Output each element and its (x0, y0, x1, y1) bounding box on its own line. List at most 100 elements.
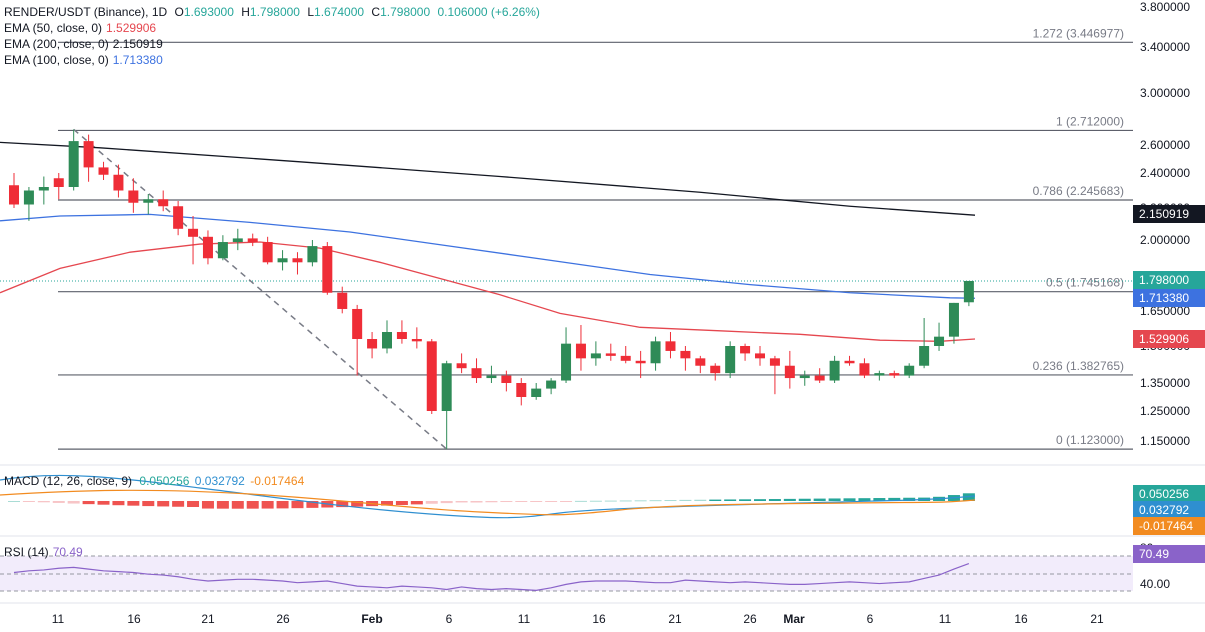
ema50-line (0, 241, 976, 342)
candle-body (262, 242, 273, 263)
rsi-tick-label: 40.00 (1140, 577, 1170, 591)
candle-body (143, 199, 154, 203)
macd-histogram-bar (82, 501, 95, 505)
macd-histogram-bar (604, 500, 617, 502)
x-tick-label: 21 (201, 612, 215, 626)
macd-histogram-bar (768, 499, 781, 501)
macd-histogram-bar (560, 501, 573, 502)
candle-body (755, 353, 765, 359)
macd-signal-line (0, 489, 976, 516)
candle-body (471, 368, 482, 379)
candle-body (769, 358, 780, 366)
change-label: 0.106000 (+6.26%) (437, 5, 540, 19)
candle-body (590, 353, 601, 359)
candle-body (531, 388, 542, 397)
macd-histogram-bar (574, 500, 587, 502)
macd-histogram-bar (962, 493, 975, 501)
ema100-tag: 1.713380 (1133, 289, 1205, 307)
macd-histogram-bar (455, 501, 468, 503)
candle-body (948, 302, 959, 337)
macd-signal-value: 0.032792 (194, 474, 245, 488)
macd-histogram-bar (291, 501, 304, 509)
x-tick-label: 6 (867, 612, 874, 626)
macd-histogram-bar (142, 501, 155, 507)
macd-histogram-bar (231, 501, 244, 509)
macd-histogram-bar (679, 499, 692, 501)
candle-body (575, 343, 586, 359)
candle-body (650, 341, 661, 364)
candle-body (232, 238, 243, 243)
rsi-legend: RSI (14) 70.49 (4, 545, 83, 559)
y-tick-label: 1.350000 (1140, 376, 1190, 390)
candle-body (516, 383, 527, 397)
candle-body (68, 141, 79, 187)
macd-histogram-bar (440, 501, 453, 504)
fib-trend-line (73, 128, 448, 450)
candle-body (859, 363, 870, 376)
y-tick-label: 1.250000 (1140, 404, 1190, 418)
high-label: H1.798000 (241, 5, 300, 19)
candle-body (367, 339, 378, 349)
x-tick-label: 16 (1014, 612, 1028, 626)
macd-hist-value: -0.017464 (250, 474, 305, 488)
macd-histogram-bar (395, 501, 408, 506)
candle-body (635, 360, 646, 364)
candle-body (382, 332, 392, 349)
last-price-tag: 1.798000 (1133, 271, 1205, 289)
x-tick-label: 21 (1090, 612, 1104, 626)
macd-histogram-bar (888, 497, 901, 501)
macd-histogram-bar (8, 501, 20, 502)
candle-body (396, 332, 407, 339)
macd-histogram-bar (201, 501, 214, 509)
ema200-line (0, 141, 976, 216)
macd-histogram-bar (858, 498, 871, 501)
x-tick-label: 11 (518, 612, 531, 626)
x-tick-label: 26 (743, 612, 757, 626)
y-tick-label: 2.000000 (1140, 233, 1190, 247)
candle-body (456, 363, 467, 369)
candle-body (426, 341, 437, 411)
candle-body (561, 343, 572, 381)
macd-tag: 0.050256 (1133, 485, 1205, 503)
macd-histogram-bar (187, 501, 200, 507)
y-tick-label: 3.800000 (1140, 0, 1190, 14)
candle-body (740, 346, 751, 354)
candle-body (501, 375, 512, 383)
macd-histogram-bar (873, 498, 886, 501)
macd-histogram-bar (843, 498, 856, 501)
x-tick-label: 26 (276, 612, 290, 626)
candle-body (844, 360, 855, 364)
x-tick-label: 11 (52, 612, 65, 626)
fib-level-label: 1.272 (3.446977) (1033, 26, 1124, 40)
ema50-tag: 1.529906 (1133, 330, 1205, 348)
candle-body (53, 178, 64, 187)
ema50-value: 1.529906 (106, 21, 157, 35)
candle-body (934, 336, 945, 346)
macd-histogram-bar (813, 498, 826, 501)
macd-histogram-bar (97, 501, 110, 505)
candle-body (814, 375, 825, 381)
x-tick-label: Mar (783, 612, 805, 626)
candle-body (337, 292, 348, 309)
ema50-legend: EMA (50, close, 0) 1.529906 (4, 21, 157, 35)
candle-body (247, 238, 258, 243)
x-tick-label: Feb (361, 612, 382, 626)
candle-body (158, 199, 169, 207)
macd-histogram-bar (425, 501, 438, 504)
candle-body (784, 365, 795, 379)
fib-level-label: 0.786 (2.245683) (1033, 184, 1124, 198)
macd-histogram-bar (381, 501, 393, 506)
macd-histogram-bar (37, 501, 50, 503)
ema100-line (0, 213, 976, 299)
candle-body (546, 380, 557, 389)
rsi-value: 70.49 (52, 545, 83, 559)
macd-histogram-bar (724, 499, 737, 501)
macd-value: 0.050256 (139, 474, 190, 488)
candle-body (919, 346, 930, 366)
macd-histogram-bar (545, 501, 558, 502)
macd-histogram-bar (828, 498, 841, 501)
symbol-label: RENDER/USDT (Binance), 1D (4, 5, 168, 19)
candle-body (486, 375, 497, 379)
rsi-line (13, 563, 970, 591)
